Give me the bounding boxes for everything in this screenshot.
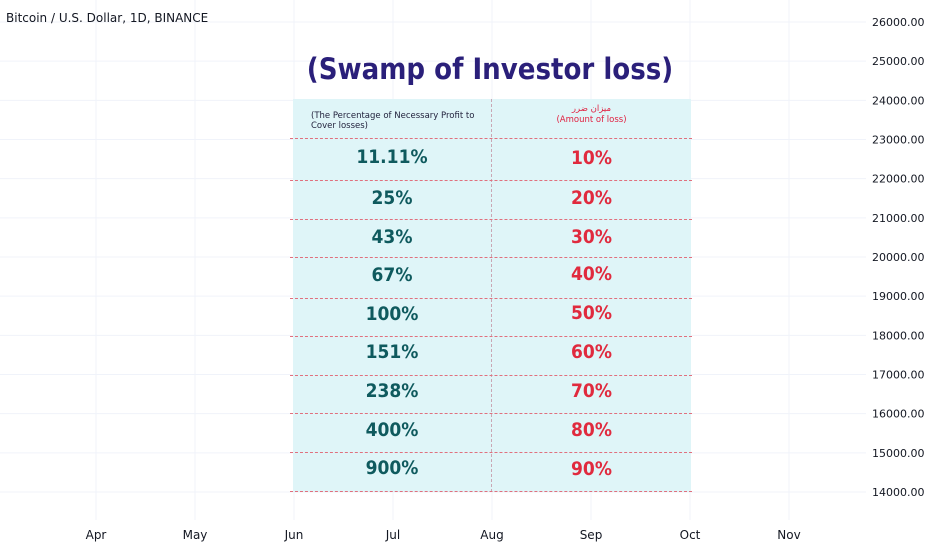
price-tick-label: 22000.00 — [872, 173, 925, 186]
row-separator — [290, 491, 692, 492]
time-axis: Apr May Jun Jul Aug Sep Oct Nov — [86, 528, 801, 542]
loss-cell: 30% — [571, 226, 612, 248]
time-tick-label: Oct — [680, 528, 701, 542]
header-profit: (The Percentage of Necessary Profit to C… — [311, 111, 475, 131]
row-separator — [290, 298, 692, 299]
row-separator — [290, 452, 692, 453]
header-loss-english: (Amount of loss) — [556, 115, 627, 125]
time-tick-label: Jun — [284, 528, 304, 542]
row-separator — [290, 180, 692, 181]
loss-cell: 90% — [571, 458, 612, 480]
time-tick-label: Sep — [580, 528, 603, 542]
loss-cell: 20% — [571, 187, 612, 209]
row-separator — [290, 336, 692, 337]
price-tick-label: 14000.00 — [872, 486, 925, 499]
chart-title: (Swamp of Investor loss) — [306, 52, 674, 86]
price-tick-label: 19000.00 — [872, 290, 925, 303]
profit-cell: 151% — [365, 341, 419, 363]
loss-cell: 80% — [571, 419, 612, 441]
price-tick-label: 23000.00 — [872, 134, 925, 147]
price-tick-label: 20000.00 — [872, 251, 925, 264]
row-separator — [290, 257, 692, 258]
time-tick-label: Jul — [385, 528, 400, 542]
price-tick-label: 24000.00 — [872, 94, 925, 107]
table-column-divider — [491, 99, 492, 492]
time-tick-label: Apr — [86, 528, 107, 542]
symbol-legend[interactable]: Bitcoin / U.S. Dollar, 1D, BINANCE — [6, 11, 209, 25]
row-separator — [290, 413, 692, 414]
profit-cell: 100% — [365, 303, 419, 325]
price-axis: 26000.00 25000.00 24000.00 23000.00 22000.00… — [872, 16, 925, 499]
loss-cell: 40% — [571, 263, 612, 285]
time-tick-label: Aug — [480, 528, 503, 542]
price-tick-label: 17000.00 — [872, 369, 925, 382]
time-tick-label: May — [183, 528, 208, 542]
loss-cell: 70% — [571, 380, 612, 402]
row-separator — [290, 138, 692, 139]
loss-cell: 10% — [571, 147, 612, 169]
row-separator — [290, 375, 692, 376]
profit-cell: 900% — [365, 457, 419, 479]
loss-cell: 60% — [571, 341, 612, 363]
price-tick-label: 15000.00 — [872, 447, 925, 460]
profit-cell: 11.11% — [356, 146, 428, 168]
price-tick-label: 18000.00 — [872, 329, 925, 342]
price-tick-label: 21000.00 — [872, 212, 925, 225]
loss-table — [293, 99, 691, 492]
price-tick-label: 26000.00 — [872, 16, 925, 29]
profit-cell: 67% — [371, 264, 413, 286]
profit-cell: 238% — [365, 380, 419, 402]
time-tick-label: Nov — [777, 528, 800, 542]
price-tick-label: 16000.00 — [872, 408, 925, 421]
profit-cell: 25% — [371, 187, 413, 209]
header-loss-arabic: میزان ضرر — [571, 104, 612, 114]
loss-cell: 50% — [571, 302, 612, 324]
price-tick-label: 25000.00 — [872, 55, 925, 68]
profit-cell: 43% — [371, 226, 413, 248]
profit-cell: 400% — [365, 419, 419, 441]
row-separator — [290, 219, 692, 220]
header-loss: میزان ضرر (Amount of loss) — [492, 104, 691, 126]
